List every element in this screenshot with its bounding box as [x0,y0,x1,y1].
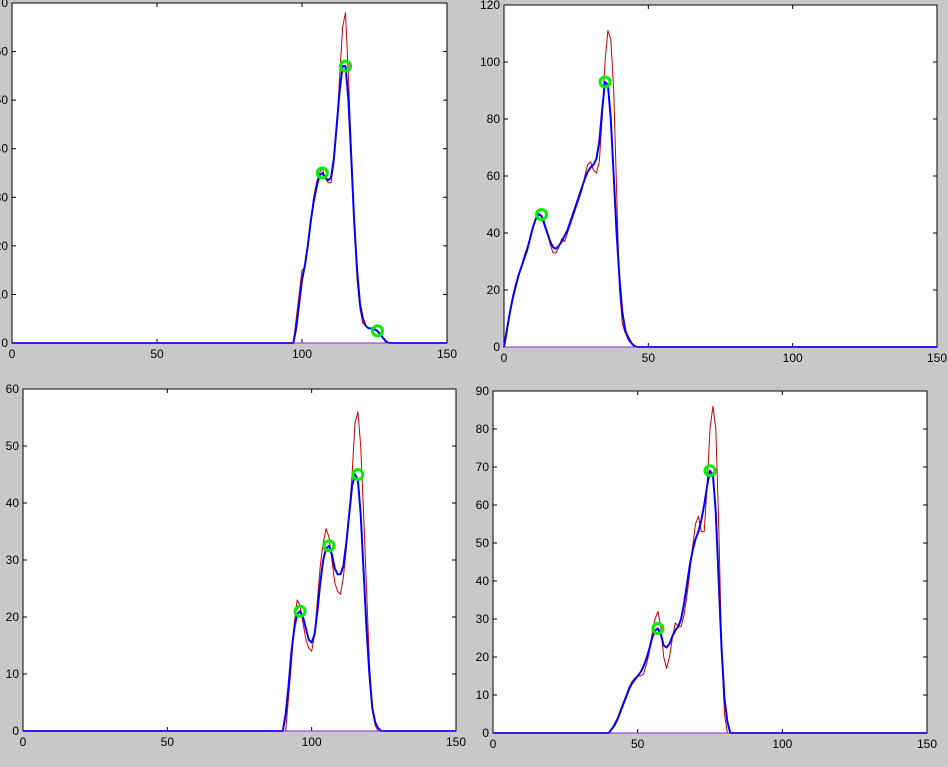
y-tick-label: 50 [0,93,8,107]
x-tick-label: 0 [9,347,16,361]
peak-marker [535,207,549,221]
x-tick-label: 0 [20,735,27,749]
peak-marker [315,166,329,180]
y-tick-label: 30 [6,553,20,567]
series-line-2 [12,65,447,344]
series-line-1 [23,411,456,732]
y-tick-label: 70 [476,460,490,474]
y-tick-label: 50 [476,536,490,550]
y-tick-label: 0 [1,336,8,350]
x-tick-label: 50 [642,351,656,365]
x-tick-label: 100 [783,351,803,365]
x-tick-label: 100 [302,735,322,749]
y-tick-label: 100 [480,55,500,69]
x-tick-label: 150 [927,351,947,365]
y-tick-label: 10 [0,287,8,301]
series-line-2 [493,469,927,734]
peak-marker [351,468,365,481]
peak-marker [322,539,336,553]
x-tick-label: 0 [490,737,497,751]
y-tick-label: 20 [0,239,8,253]
x-tick-label: 0 [501,351,508,365]
subplot-2: 0 50 100 150 0 20 40 60 80 100 120 [480,0,947,365]
x-tick-label: 50 [150,347,164,361]
y-tick-label: 80 [487,112,501,126]
y-tick-label: 30 [0,190,8,204]
plot-area [22,388,457,732]
y-tick-label: 20 [6,610,20,624]
series-line-2 [503,80,937,348]
y-tick-label: 40 [0,142,8,156]
x-tick-label: 100 [292,347,312,361]
peak-marker [703,464,717,478]
x-tick-label: 50 [161,735,175,749]
plot-area [503,4,938,348]
subplot-1: 0 50 100 150 0 10 20 30 40 50 60 70 [0,0,457,361]
x-tick-label: 150 [437,347,457,361]
y-tick-label: 40 [487,226,501,240]
x-tick-label: 100 [772,737,792,751]
peak-marker [651,622,665,635]
x-tick-label: 150 [917,737,937,751]
y-tick-label: 20 [476,650,490,664]
y-tick-label: 0 [482,726,489,740]
x-tick-label: 150 [446,735,466,749]
y-tick-label: 70 [0,0,8,10]
plot-area [492,390,928,734]
y-tick-label: 120 [480,0,500,12]
y-tick-label: 60 [476,498,490,512]
peak-marker [339,59,352,73]
y-tick-label: 10 [6,667,20,681]
y-tick-label: 90 [476,384,490,398]
y-tick-label: 20 [487,283,501,297]
y-tick-label: 10 [476,688,490,702]
plot-area [11,2,448,344]
y-tick-label: 60 [487,169,501,183]
y-tick-label: 40 [476,574,490,588]
y-tick-label: 80 [476,422,490,436]
y-tick-label: 0 [12,724,19,738]
y-tick-label: 30 [476,612,490,626]
subplot-4: 0 50 100 150 0 10 20 30 40 50 60 70 80 90 [476,384,938,751]
y-tick-label: 0 [493,340,500,354]
peak-marker [293,604,307,618]
subplot-3: 0 50 100 150 0 10 20 30 40 50 60 [6,382,467,749]
y-tick-label: 40 [6,496,20,510]
y-tick-label: 60 [6,382,20,396]
peak-marker [370,324,384,338]
y-tick-label: 50 [6,439,20,453]
peak-marker [598,75,612,89]
y-tick-label: 60 [0,45,8,59]
x-tick-label: 50 [631,737,645,751]
